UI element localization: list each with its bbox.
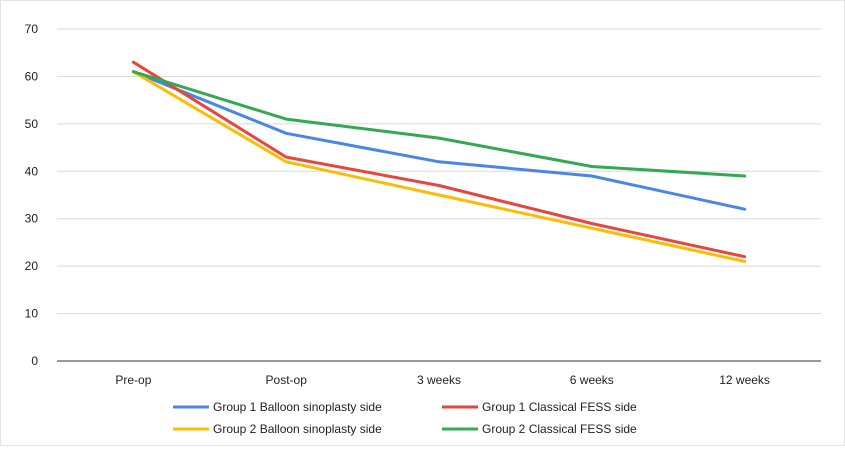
legend-label-2: Group 2 Balloon sinoplasty side	[213, 422, 382, 436]
y-tick-label-20: 20	[25, 259, 39, 273]
x-tick-label-0: Pre-op	[115, 373, 151, 387]
legend-label-3: Group 2 Classical FESS side	[482, 422, 637, 436]
series-line-2	[131, 70, 747, 263]
x-axis-tick-labels: Pre-op Post-op 3 weeks 6 weeks 12 weeks	[115, 373, 770, 387]
y-tick-label-60: 60	[25, 69, 39, 83]
legend-label-0: Group 1 Balloon sinoplasty side	[213, 400, 382, 414]
y-tick-label-50: 50	[25, 117, 39, 131]
x-tick-label-3: 6 weeks	[570, 373, 614, 387]
y-tick-label-10: 10	[25, 307, 39, 321]
legend: Group 1 Balloon sinoplasty side Group 1 C…	[173, 400, 637, 436]
y-axis-tick-labels: 0 10 20 30 40 50 60 70	[25, 22, 39, 368]
y-tick-label-70: 70	[25, 22, 39, 36]
series-line-0	[131, 70, 747, 211]
grid-lines	[57, 28, 821, 362]
legend-label-1: Group 1 Classical FESS side	[482, 400, 637, 414]
y-tick-label-0: 0	[31, 354, 38, 368]
series-line-1	[131, 60, 747, 259]
x-tick-label-2: 3 weeks	[417, 373, 461, 387]
x-tick-label-4: 12 weeks	[719, 373, 770, 387]
series-lines	[131, 60, 747, 263]
y-tick-label-30: 30	[25, 212, 39, 226]
y-tick-label-40: 40	[25, 164, 39, 178]
series-line-3	[131, 70, 747, 178]
x-tick-label-1: Post-op	[266, 373, 308, 387]
